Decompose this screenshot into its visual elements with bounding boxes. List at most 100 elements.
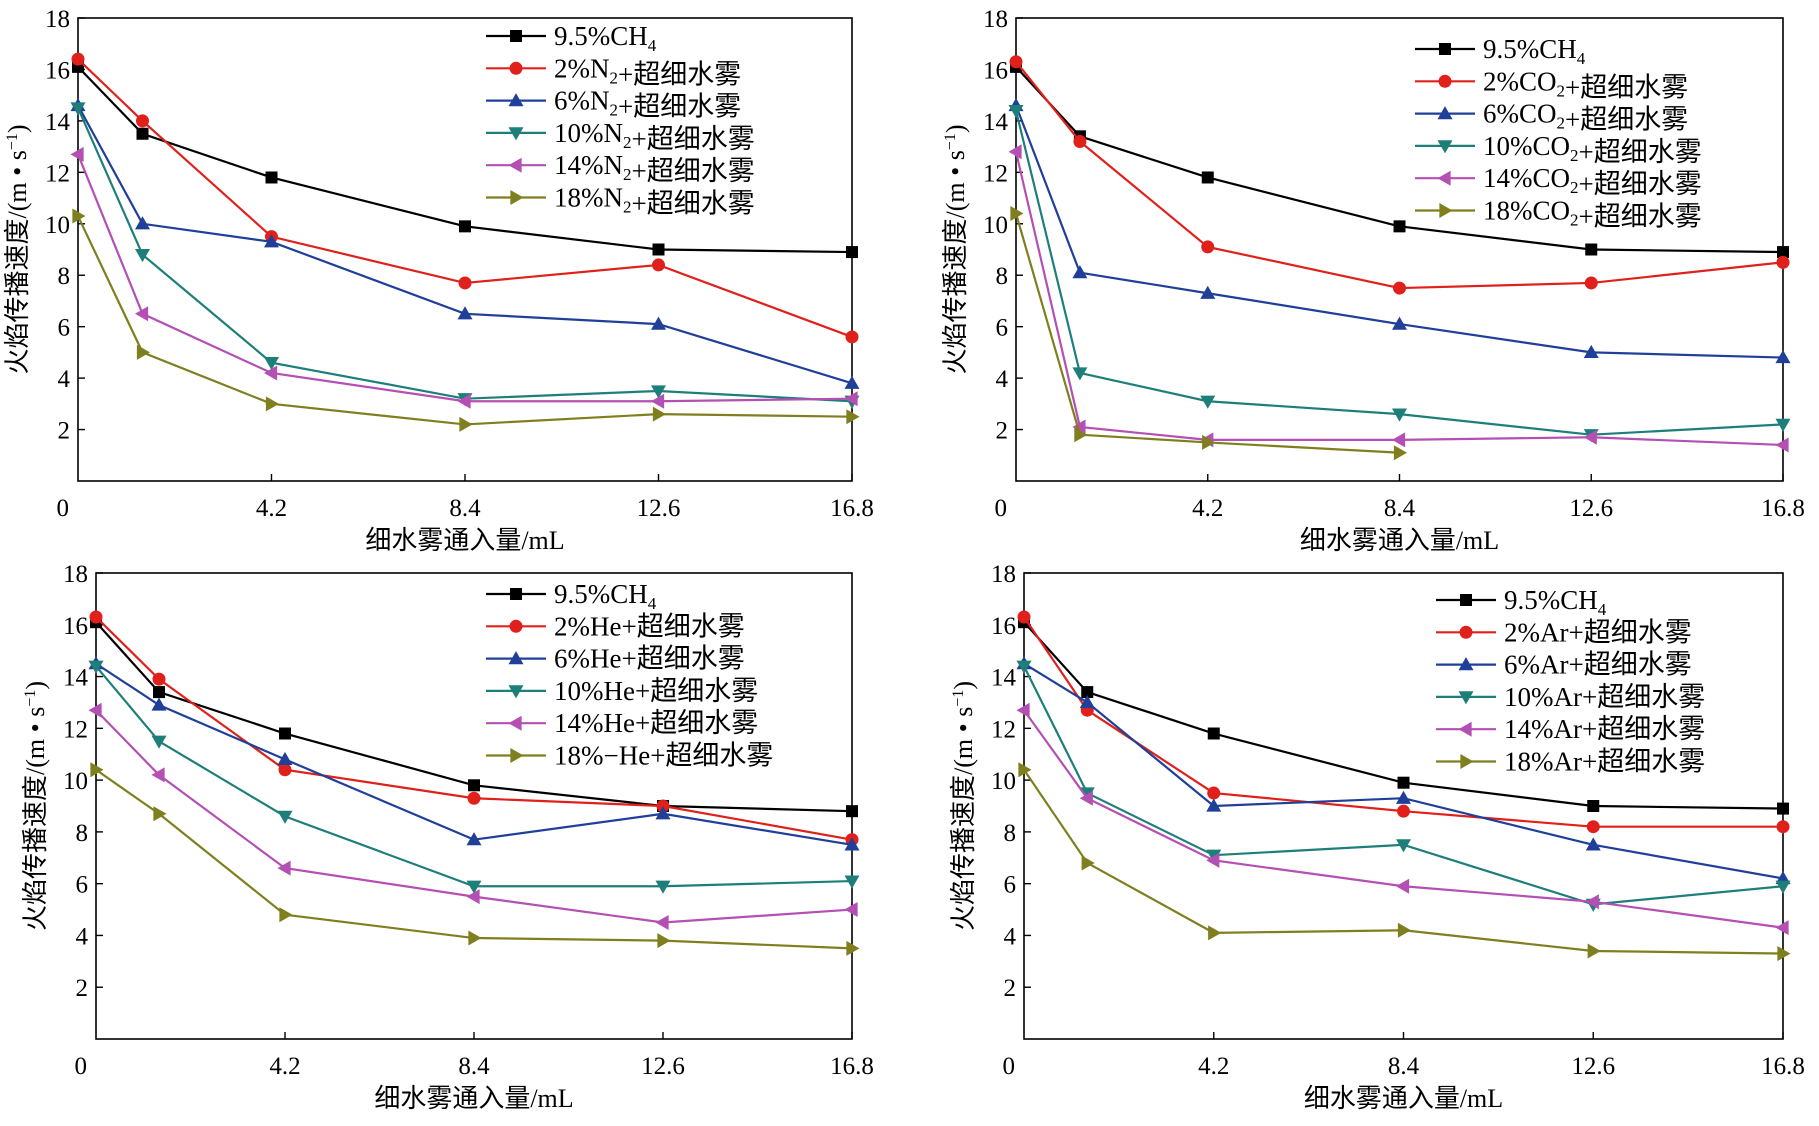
data-point bbox=[152, 672, 166, 686]
data-point bbox=[1775, 418, 1791, 432]
y-tick-label: 12 bbox=[991, 716, 1016, 743]
x-tick-label: 12.6 bbox=[1569, 495, 1613, 522]
data-point bbox=[1018, 762, 1032, 778]
data-point bbox=[135, 306, 149, 322]
legend-label: 9.5%CH4 bbox=[1483, 34, 1586, 68]
data-point bbox=[657, 933, 671, 949]
series-line bbox=[1015, 61, 1784, 290]
series-line bbox=[77, 215, 853, 426]
legend-label: 10%CO2+超细水雾 bbox=[1483, 131, 1702, 167]
legend-label: 2%Ar+超细水雾 bbox=[1504, 617, 1692, 647]
data-point bbox=[652, 406, 666, 422]
legend-label: 14%He+超细水雾 bbox=[554, 708, 758, 738]
origin-label: 0 bbox=[57, 495, 70, 522]
legend-label: 2%N2+超细水雾 bbox=[554, 53, 741, 89]
data-point bbox=[1396, 839, 1411, 853]
data-point bbox=[846, 246, 858, 259]
data-point bbox=[844, 391, 858, 407]
y-tick-label: 16 bbox=[991, 613, 1016, 640]
legend-label: 2%He+超细水雾 bbox=[554, 611, 745, 641]
data-point bbox=[1393, 281, 1406, 295]
x-axis-title: 细水雾通入量/mL bbox=[1304, 1084, 1503, 1113]
series-line bbox=[95, 616, 853, 841]
y-tick-label: 2 bbox=[58, 418, 71, 445]
data-point bbox=[1396, 878, 1410, 894]
legend-label: 6%N2+超细水雾 bbox=[554, 86, 741, 122]
series-line bbox=[95, 709, 853, 924]
legend-label: 18%Ar+超细水雾 bbox=[1504, 747, 1705, 777]
legend-entry: 6%Ar+超细水雾 bbox=[1436, 650, 1692, 680]
legend-marker bbox=[1439, 43, 1451, 55]
legend-marker bbox=[1460, 754, 1474, 769]
legend-entry: 2%N2+超细水雾 bbox=[486, 53, 741, 89]
x-axis-title: 细水雾通入量/mL bbox=[374, 1084, 573, 1113]
x-tick-label: 4.2 bbox=[1192, 495, 1223, 522]
legend-marker bbox=[1460, 594, 1472, 606]
y-tick-label: 2 bbox=[996, 418, 1009, 445]
legend-entry: 9.5%CH4 bbox=[1436, 585, 1607, 619]
x-tick-label: 16.8 bbox=[1761, 1053, 1805, 1080]
data-point bbox=[651, 393, 665, 409]
data-point bbox=[1074, 427, 1088, 443]
x-tick-label: 4.2 bbox=[256, 495, 287, 522]
data-point bbox=[651, 316, 666, 330]
y-tick-label: 6 bbox=[76, 872, 89, 899]
data-point bbox=[1009, 55, 1023, 69]
legend-entry: 6%He+超细水雾 bbox=[486, 644, 745, 674]
data-point bbox=[1200, 285, 1216, 299]
legend-marker bbox=[1437, 106, 1453, 120]
legend-entry: 2%He+超细水雾 bbox=[486, 611, 745, 641]
legend-entry: 2%Ar+超细水雾 bbox=[1436, 617, 1692, 647]
data-point bbox=[135, 216, 150, 230]
legend-label: 14%N2+超细水雾 bbox=[554, 150, 755, 186]
data-point bbox=[459, 416, 473, 432]
x-tick-label: 12.6 bbox=[637, 495, 681, 522]
series-line bbox=[1023, 621, 1784, 810]
legend-entry: 9.5%CH4 bbox=[486, 21, 657, 55]
x-tick-label: 16.8 bbox=[830, 1053, 874, 1080]
x-tick-label: 4.2 bbox=[269, 1053, 300, 1080]
data-point bbox=[1776, 255, 1790, 269]
data-point bbox=[1775, 350, 1791, 364]
y-tick-label: 12 bbox=[63, 716, 88, 743]
series-2 bbox=[1009, 55, 1790, 295]
legend-marker bbox=[508, 93, 524, 107]
data-point bbox=[457, 393, 471, 409]
series-line bbox=[77, 58, 853, 338]
series-5 bbox=[1016, 702, 1789, 936]
y-tick-label: 18 bbox=[991, 561, 1016, 588]
y-tick-label: 16 bbox=[45, 57, 70, 84]
data-point bbox=[1010, 205, 1024, 221]
data-point bbox=[153, 686, 165, 699]
legend-label: 10%Ar+超细水雾 bbox=[1504, 682, 1705, 712]
legend-marker bbox=[508, 157, 522, 173]
x-tick-label: 16.8 bbox=[1761, 495, 1805, 522]
y-tick-label: 10 bbox=[45, 212, 70, 239]
data-point bbox=[1777, 946, 1791, 962]
y-tick-label: 12 bbox=[983, 160, 1008, 187]
y-tick-label: 4 bbox=[76, 923, 89, 950]
data-point bbox=[1207, 786, 1221, 800]
data-point bbox=[1200, 395, 1216, 409]
origin-label: 0 bbox=[1003, 1053, 1016, 1080]
data-point bbox=[265, 171, 278, 184]
data-point bbox=[1201, 171, 1214, 184]
series-line bbox=[77, 66, 853, 254]
data-point bbox=[1072, 419, 1086, 435]
y-tick-label: 4 bbox=[58, 366, 71, 393]
legend-label: 9.5%CH4 bbox=[1504, 585, 1607, 619]
data-point bbox=[1585, 243, 1598, 256]
legend-marker bbox=[510, 748, 524, 763]
data-point bbox=[88, 660, 104, 674]
legend-marker bbox=[1439, 203, 1453, 218]
y-tick-label: 8 bbox=[1004, 820, 1017, 847]
series-6 bbox=[1018, 762, 1791, 962]
series-line bbox=[95, 621, 853, 813]
series-6 bbox=[90, 762, 860, 956]
series-line bbox=[1014, 105, 1784, 359]
y-tick-label: 6 bbox=[1004, 872, 1017, 899]
chart-panel-1: 2 4 6 8 10 12 14 16 18 4.2 8.4 12.6 16.8 0 细水雾通入量/mL 火焰… bbox=[3, 6, 874, 555]
series-4 bbox=[1008, 104, 1791, 443]
data-point bbox=[655, 806, 671, 820]
data-point bbox=[136, 114, 149, 128]
